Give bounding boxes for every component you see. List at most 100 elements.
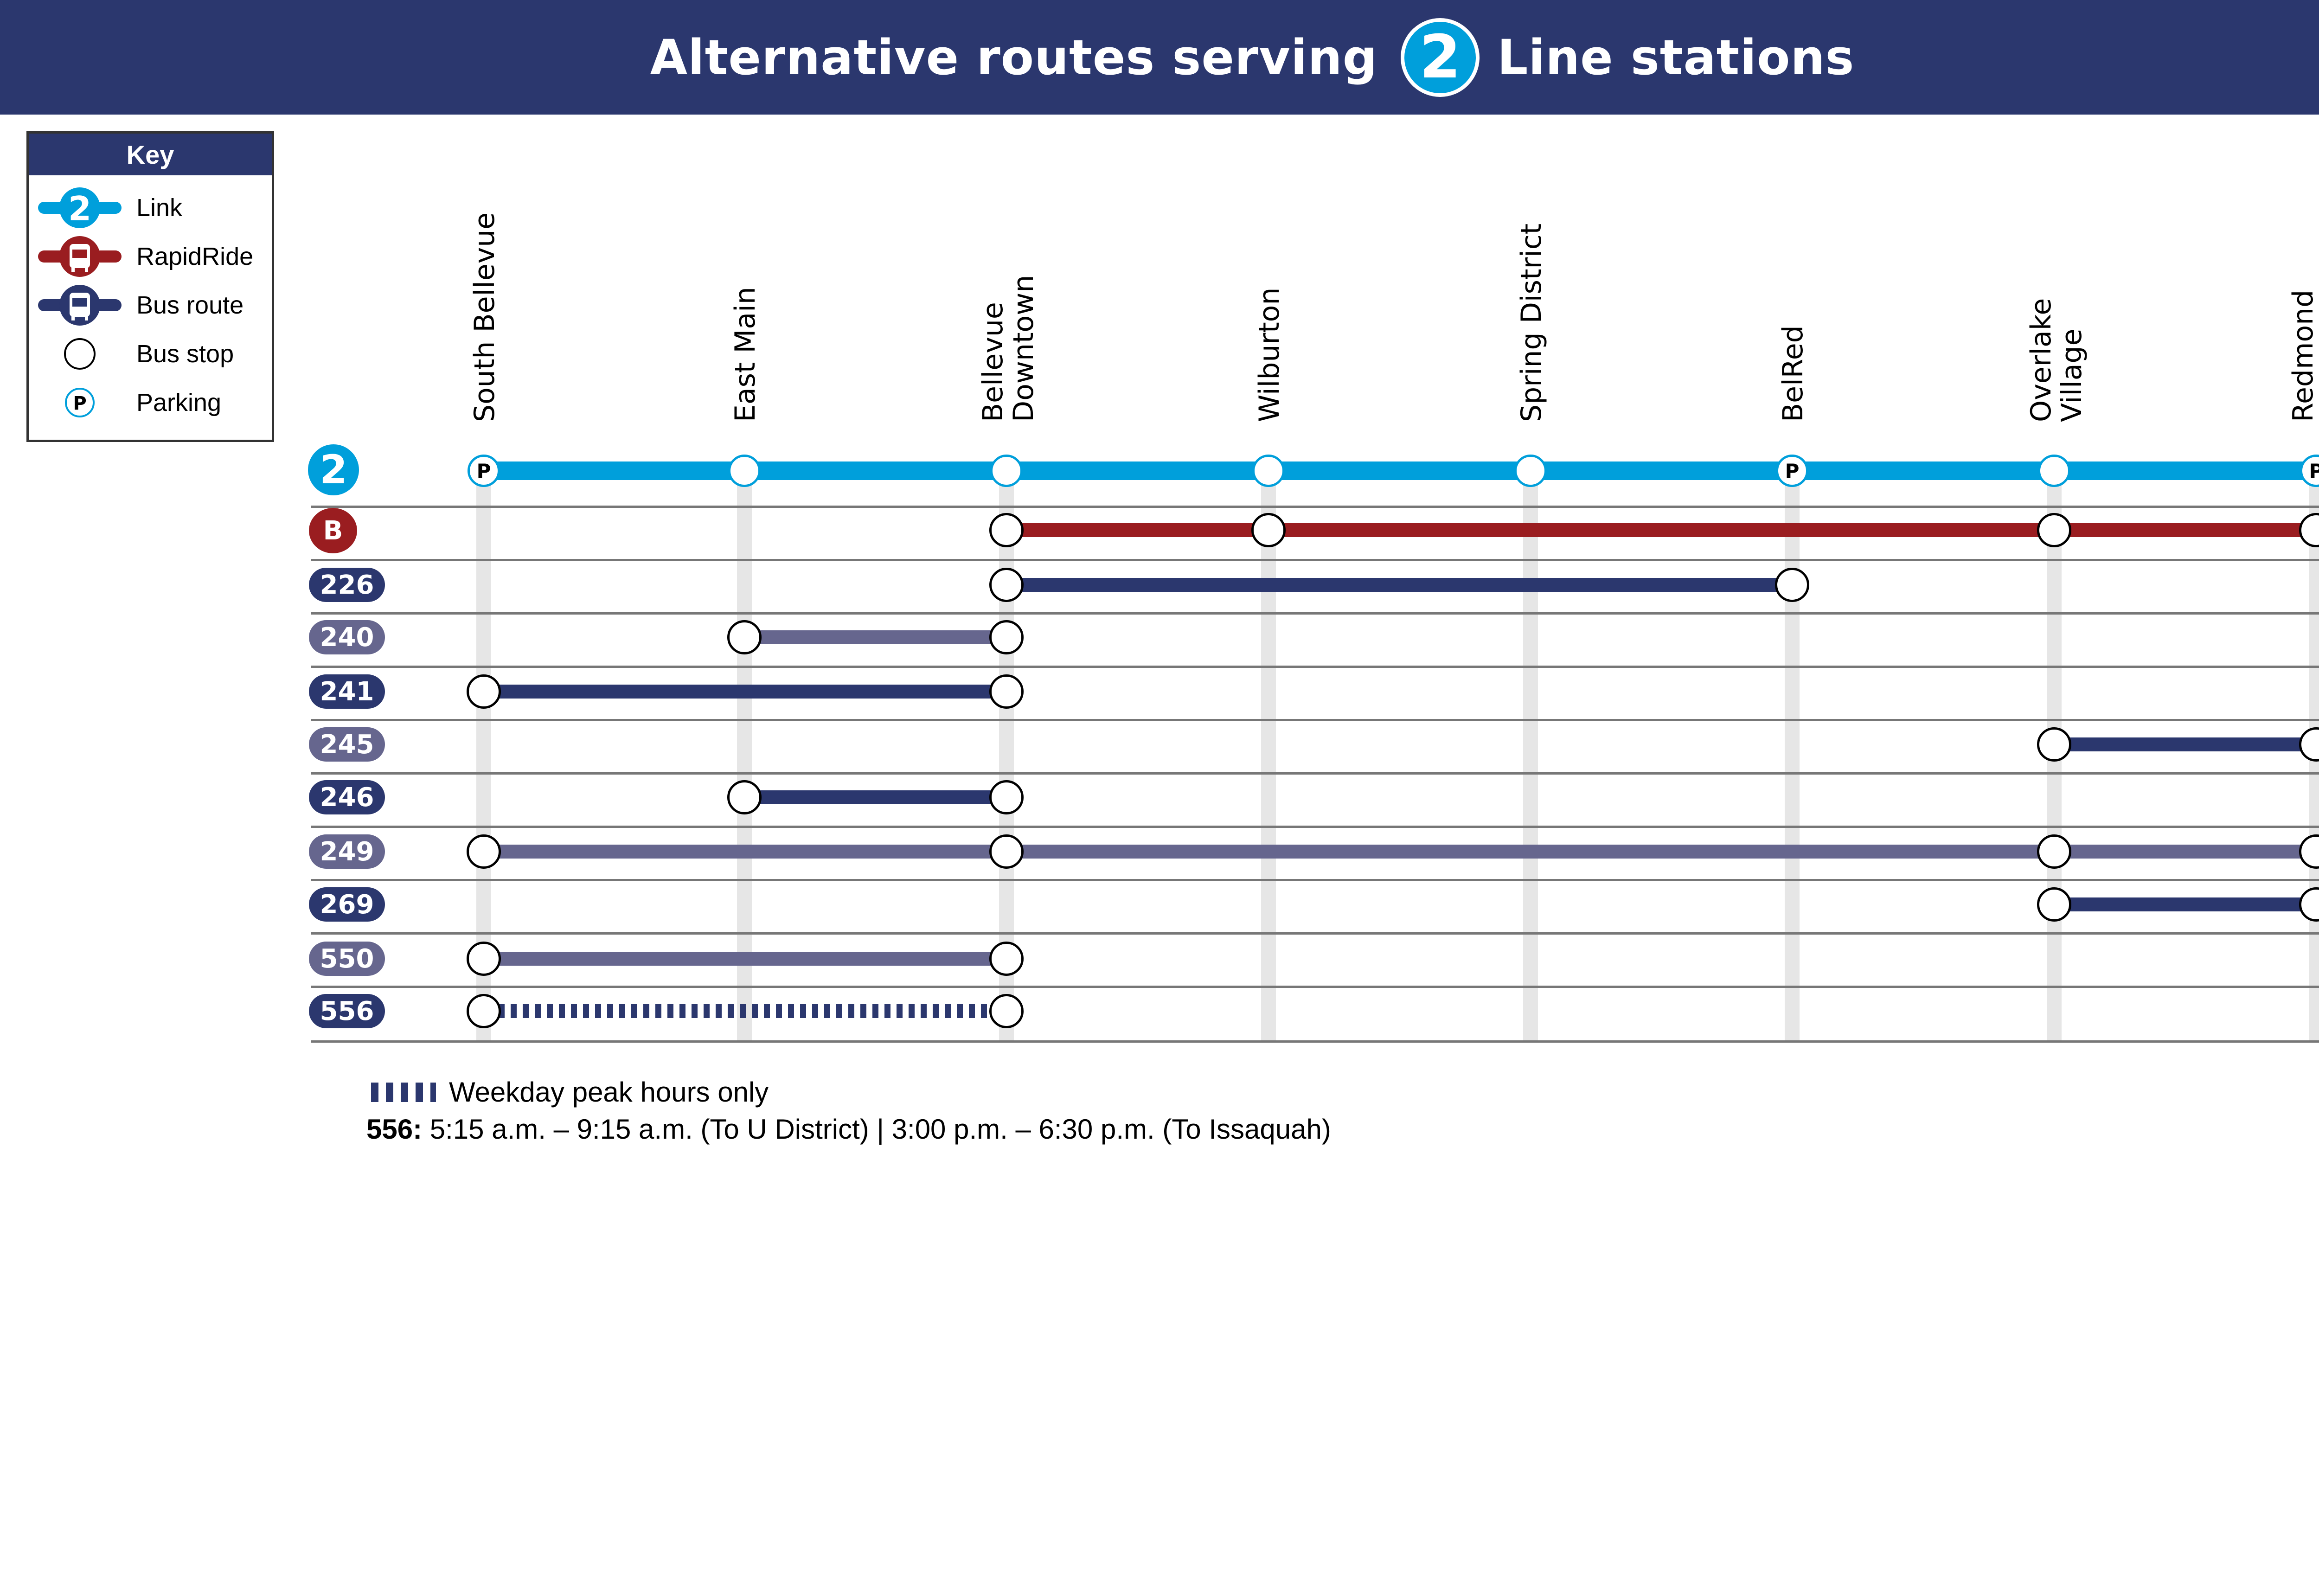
station-guide (737, 470, 752, 1041)
key-label-rapidride: RapidRide (136, 243, 254, 270)
link-line-2-badge: 2 (308, 444, 359, 495)
route-245-badge: 245 (309, 727, 385, 762)
bus-stop-icon (989, 513, 1024, 547)
bus-stop-icon (2299, 513, 2319, 547)
row-divider (311, 879, 2319, 881)
route-269-line (2054, 897, 2316, 911)
bus-stop-icon (989, 942, 1024, 976)
route-556-note-prefix: 556: (366, 1114, 423, 1145)
bus-stop-icon (1775, 568, 1809, 602)
key-label-parking: Parking (136, 389, 222, 417)
station-overlake-village: Overlake Village (2025, 298, 2088, 422)
station-guide (1523, 470, 1538, 1041)
title-text-before: Alternative routes serving (650, 29, 1378, 86)
bus-stop-icon (989, 674, 1024, 709)
route-246-badge: 246 (309, 780, 385, 814)
legend-key: Key 2 Link RapidRide Bus route (26, 131, 274, 442)
route-550-line (484, 952, 1006, 966)
row-divider (311, 719, 2319, 721)
bus-stop-icon (2037, 513, 2071, 547)
bus-stop-icon (2037, 887, 2071, 922)
link-station-wilburton (1252, 455, 1285, 487)
route-269-badge: 269 (309, 887, 385, 922)
route-240-line (744, 630, 1006, 644)
key-label-bus-stop: Bus stop (136, 340, 234, 368)
title-banner: Alternative routes serving 2 Line statio… (0, 0, 2319, 115)
bus-stop-icon (989, 994, 1024, 1028)
station-redmond-technology: Redmond Technology (2287, 266, 2319, 422)
bus-stop-icon (989, 834, 1024, 869)
key-item-bus-stop: Bus stop (29, 331, 272, 377)
link-line-icon: 2 (38, 187, 122, 228)
bus-stop-icon (989, 568, 1024, 602)
bus-stop-icon (989, 780, 1024, 814)
peak-hours-legend: Weekday peak hours only (371, 1076, 769, 1108)
route-226-badge: 226 (309, 568, 385, 602)
route-246-line (744, 790, 1006, 804)
key-title: Key (29, 134, 272, 175)
station-south-bellevue: South Bellevue (468, 212, 501, 422)
svg-text:P: P (73, 393, 86, 414)
route-245-line (2054, 737, 2316, 751)
route-b-line (1006, 523, 2316, 537)
bus-stop-icon (467, 994, 501, 1028)
bus-route-icon (38, 285, 122, 326)
link-station-overlake-village (2038, 455, 2070, 487)
bus-stop-icon (2037, 727, 2071, 762)
route-240-badge: 240 (309, 620, 385, 654)
row-divider (311, 612, 2319, 615)
route-556-badge: 556 (309, 994, 385, 1028)
row-divider (311, 506, 2319, 508)
route-249-badge: 249 (309, 834, 385, 869)
bus-stop-icon (467, 942, 501, 976)
station-spring-district: Spring District (1515, 223, 1548, 422)
key-label-bus-route: Bus route (136, 291, 244, 319)
row-divider (311, 986, 2319, 988)
dashed-line-icon (371, 1082, 436, 1102)
station-wilburton: Wilburton (1253, 287, 1286, 422)
route-b-badge: B (309, 508, 357, 553)
link-station-spring-district (1514, 455, 1547, 487)
station-guide (1261, 470, 1276, 1041)
route-556-schedule-text: 5:15 a.m. – 9:15 a.m. (To U District) | … (422, 1114, 1331, 1145)
bus-stop-icon (989, 620, 1024, 654)
row-divider (311, 666, 2319, 668)
title-text-after: Line stations (1497, 29, 1855, 86)
link-station-bellevue-downtown (990, 455, 1023, 487)
key-item-parking: P Parking (29, 379, 272, 426)
route-249-line (484, 845, 2316, 859)
parking-icon: P (65, 388, 95, 417)
station-bellevue-downtown: Bellevue Downtown (977, 275, 1040, 422)
key-label-link: Link (136, 194, 183, 222)
station-guide (1785, 470, 1800, 1041)
bus-stop-icon (467, 674, 501, 709)
bus-stop-icon (2299, 727, 2319, 762)
rapidride-bus-icon (38, 236, 122, 277)
row-divider (311, 772, 2319, 775)
link-line-track (484, 461, 2316, 480)
bus-stop-icon (2299, 834, 2319, 869)
route-556-schedule-note: 556: 5:15 a.m. – 9:15 a.m. (To U Distric… (366, 1113, 1331, 1145)
route-550-badge: 550 (309, 942, 385, 976)
route-241-badge: 241 (309, 674, 385, 709)
key-item-link: 2 Link (29, 185, 272, 231)
row-divider (311, 559, 2319, 561)
bus-stop-icon (1251, 513, 1286, 547)
bus-stop-icon (2037, 834, 2071, 869)
bus-stop-icon (727, 620, 762, 654)
row-divider (311, 932, 2319, 935)
link-station-east-main (728, 455, 761, 487)
line-2-badge-icon: 2 (1401, 18, 1480, 97)
key-item-rapidride: RapidRide (29, 233, 272, 280)
svg-text:2: 2 (68, 189, 91, 228)
link-station-belred-parking-icon: P (1776, 455, 1808, 487)
bus-stop-icon (2299, 887, 2319, 922)
link-station-south-bellevue-parking-icon: P (468, 455, 500, 487)
bus-stop-icon (64, 338, 96, 370)
row-divider (311, 1040, 2319, 1043)
peak-hours-label: Weekday peak hours only (449, 1077, 769, 1108)
key-item-bus-route: Bus route (29, 282, 272, 328)
row-divider (311, 826, 2319, 828)
station-east-main: East Main (729, 287, 762, 422)
bus-stop-icon (467, 834, 501, 869)
